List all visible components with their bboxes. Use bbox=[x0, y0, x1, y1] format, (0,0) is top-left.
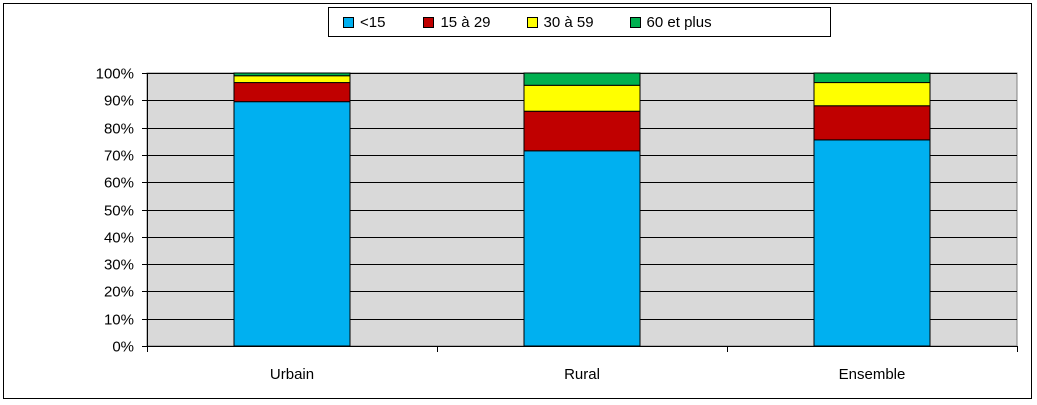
bar-segment bbox=[233, 101, 351, 347]
bar-segment bbox=[523, 72, 641, 86]
y-tick-label: 70% bbox=[104, 148, 134, 165]
bar-segment bbox=[233, 72, 351, 77]
bar-segment bbox=[523, 150, 641, 347]
y-tick-label: 60% bbox=[104, 175, 134, 192]
legend-item-15-29: 15 à 29 bbox=[423, 13, 491, 31]
y-tick-label: 50% bbox=[104, 203, 134, 220]
y-tick-label: 0% bbox=[112, 339, 134, 356]
legend-item-30-59: 30 à 59 bbox=[526, 13, 594, 31]
legend-swatch-lt15 bbox=[343, 16, 354, 28]
x-tick-label: Urbain bbox=[270, 366, 314, 383]
y-tick-label: 10% bbox=[104, 312, 134, 329]
bar-segment bbox=[233, 82, 351, 103]
bar-segment bbox=[523, 110, 641, 152]
bar-segment bbox=[523, 84, 641, 112]
legend-item-60plus: 60 et plus bbox=[629, 13, 712, 31]
chart-legend: <15 15 à 29 30 à 59 60 et plus bbox=[328, 7, 831, 37]
x-tick-label: Ensemble bbox=[839, 366, 906, 383]
bar-segment bbox=[813, 82, 931, 107]
x-tick-label: Rural bbox=[564, 366, 600, 383]
y-tick-label: 100% bbox=[96, 66, 134, 83]
legend-swatch-30-59 bbox=[526, 16, 538, 28]
y-tick-label: 30% bbox=[104, 257, 134, 274]
bar-segment bbox=[813, 139, 931, 347]
legend-label-lt15: <15 bbox=[360, 13, 386, 31]
legend-label-60plus: 60 et plus bbox=[646, 13, 712, 31]
y-tick-label: 20% bbox=[104, 284, 134, 301]
legend-swatch-60plus bbox=[629, 16, 641, 28]
legend-label-30-59: 30 à 59 bbox=[543, 13, 594, 31]
legend-label-15-29: 15 à 29 bbox=[440, 13, 491, 31]
y-tick-label: 40% bbox=[104, 230, 134, 247]
bar-segment bbox=[813, 72, 931, 84]
y-tick-label: 90% bbox=[104, 93, 134, 110]
y-tick-label: 80% bbox=[104, 121, 134, 138]
legend-swatch-15-29 bbox=[423, 16, 435, 28]
bar-segment bbox=[813, 105, 931, 141]
bar-segment bbox=[233, 75, 351, 84]
legend-item-lt15: <15 bbox=[343, 14, 385, 31]
